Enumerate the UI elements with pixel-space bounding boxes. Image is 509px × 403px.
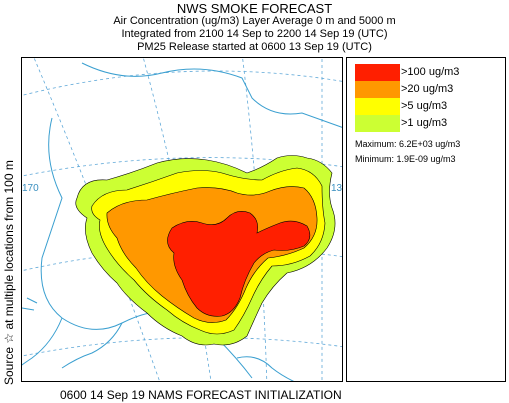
smoke-contours xyxy=(75,155,336,346)
legend-swatch-gt5 xyxy=(355,98,400,115)
source-side-label: Source ☆ at multiple locations from 100 … xyxy=(2,160,16,385)
map-canvas: 170 150 130 xyxy=(22,58,343,381)
legend-swatch-gt1 xyxy=(355,115,400,132)
subtitle-concentration: Air Concentration (ug/m3) Layer Average … xyxy=(113,15,396,27)
subtitle-release: PM25 Release started at 0600 13 Sep 19 (… xyxy=(137,41,372,53)
forecast-initialization: 0600 14 Sep 19 NAMS FORECAST INITIALIZAT… xyxy=(60,388,342,402)
legend-maximum: Maximum: 6.2E+03 ug/m3 xyxy=(355,139,461,149)
legend-label-gt20: >20 ug/m3 xyxy=(401,83,454,95)
graticule-label-130: 130 xyxy=(331,183,343,194)
legend-swatch-gt100 xyxy=(355,64,400,81)
legend-label-gt5: >5 ug/m3 xyxy=(401,100,448,112)
legend-minimum: Minimum: 1.9E-09 ug/m3 xyxy=(355,154,456,164)
contour-gt100 xyxy=(167,211,311,317)
legend-label-gt1: >1 ug/m3 xyxy=(401,117,448,129)
map-title: NWS SMOKE FORECAST xyxy=(176,1,333,16)
graticule-label-170: 170 xyxy=(22,183,39,194)
concentration-legend: >100 ug/m3 >20 ug/m3 >5 ug/m3 >1 ug/m3 M… xyxy=(346,57,506,382)
smoke-map: 170 150 130 xyxy=(21,57,343,382)
legend-swatch-gt20 xyxy=(355,81,400,98)
subtitle-integration: Integrated from 2100 14 Sep to 2200 14 S… xyxy=(121,28,388,40)
legend-label-gt100: >100 ug/m3 xyxy=(401,66,460,78)
